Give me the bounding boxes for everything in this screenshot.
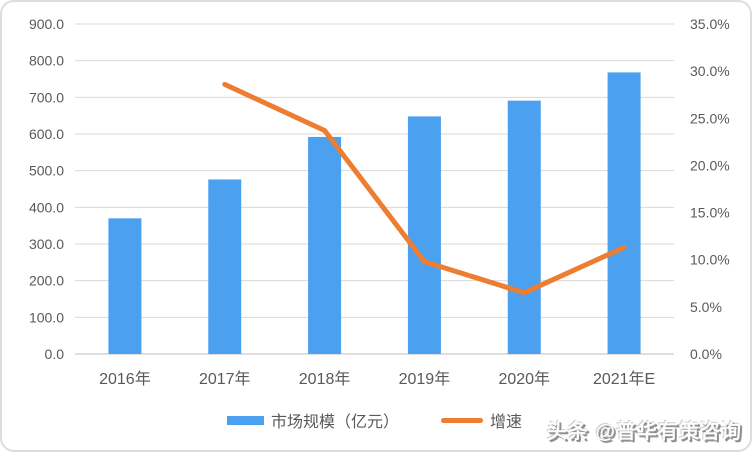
svg-text:2018年: 2018年 [299,370,351,388]
svg-text:2020年: 2020年 [498,370,550,388]
svg-text:15.0%: 15.0% [690,205,730,221]
svg-text:5.0%: 5.0% [690,299,722,315]
chart-legend: 市场规模（亿元） 增速 [75,405,674,435]
svg-text:500.0: 500.0 [29,163,64,179]
svg-text:35.0%: 35.0% [690,16,730,32]
svg-text:30.0%: 30.0% [690,63,730,79]
watermark-toutiao: 头条 @普华有策咨询 [546,421,742,443]
svg-text:2021年E: 2021年E [593,370,655,388]
svg-text:10.0%: 10.0% [690,252,730,268]
legend-label-growth-rate: 增速 [490,414,523,431]
svg-text:25.0%: 25.0% [690,110,730,126]
legend-label-market-size: 市场规模（亿元） [270,414,399,431]
legend-item-market-size: 市场规模（亿元） [226,408,399,432]
svg-text:2016年: 2016年 [99,370,151,388]
svg-text:2017年: 2017年 [199,370,251,388]
svg-text:400.0: 400.0 [29,199,64,215]
svg-text:2019年: 2019年 [399,370,451,388]
svg-text:20.0%: 20.0% [690,157,730,173]
svg-text:0.0: 0.0 [45,346,65,362]
svg-text:300.0: 300.0 [29,236,64,252]
svg-text:600.0: 600.0 [29,126,64,142]
bar-series-swatch [226,415,264,425]
svg-text:0.0%: 0.0% [690,346,722,362]
legend-item-growth-rate: 增速 [441,408,522,432]
svg-text:900.0: 900.0 [29,16,64,32]
svg-text:700.0: 700.0 [29,89,64,105]
line-series-swatch [441,417,483,423]
svg-text:200.0: 200.0 [29,273,64,289]
svg-text:100.0: 100.0 [29,309,64,325]
svg-text:800.0: 800.0 [29,53,64,69]
